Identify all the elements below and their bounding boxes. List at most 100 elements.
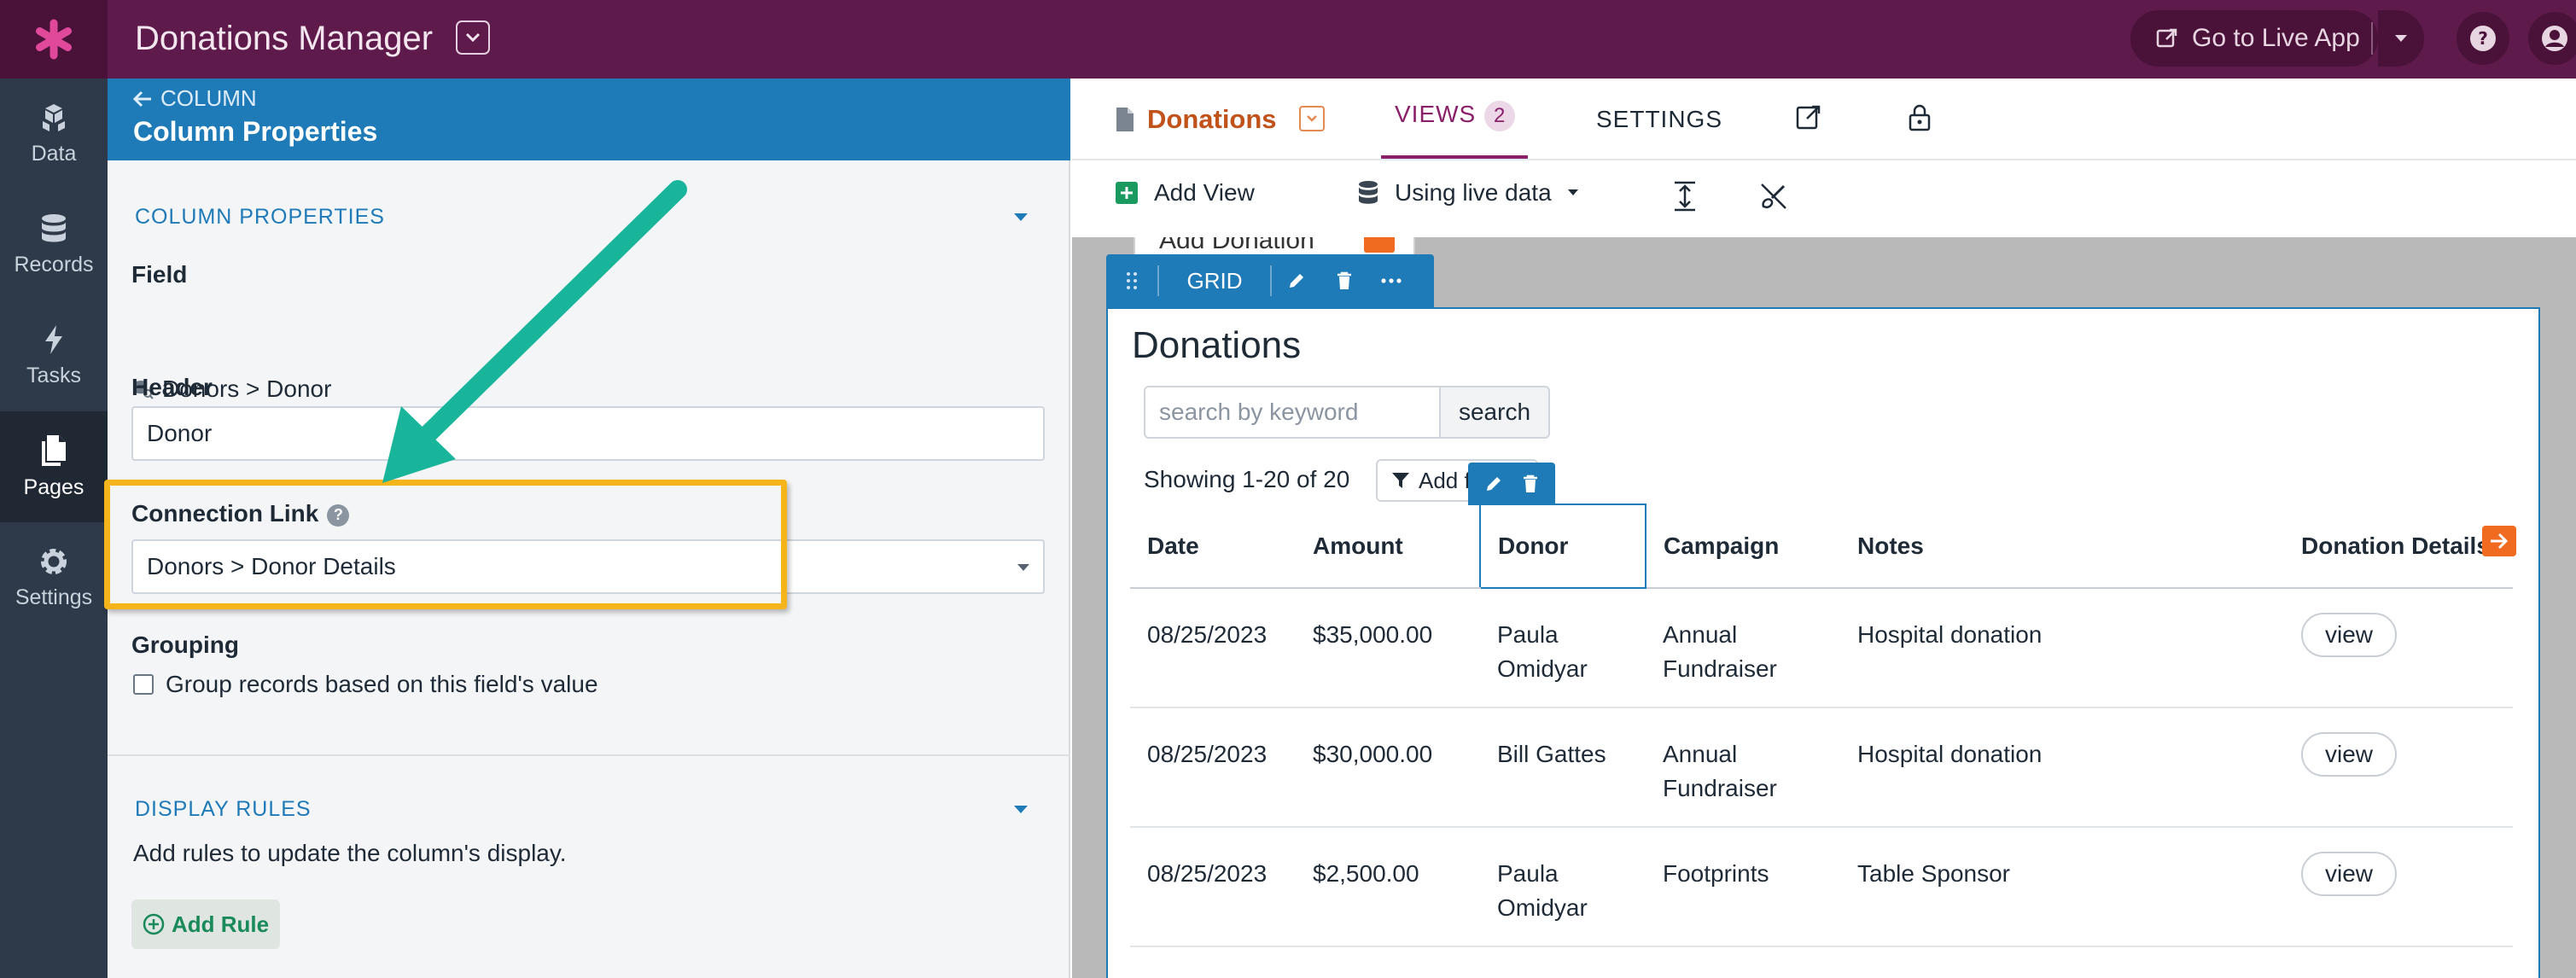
nav-item-settings[interactable]: Settings: [0, 522, 108, 633]
collapse-display-rules-icon[interactable]: [1014, 806, 1028, 813]
view-details-button[interactable]: view: [2301, 852, 2397, 896]
column-panel-header: COLUMN Column Properties: [108, 79, 1070, 160]
view-details-button[interactable]: view: [2301, 732, 2397, 777]
external-link-icon: [1796, 105, 1821, 130]
record-count: Showing 1-20 of 20: [1144, 466, 1350, 492]
nav-item-tasks[interactable]: Tasks: [0, 300, 108, 411]
cell-date: 08/25/2023: [1130, 588, 1296, 708]
tab-views[interactable]: VIEWS 2: [1395, 101, 1516, 131]
section-title-display-rules[interactable]: DISPLAY RULES: [135, 797, 312, 821]
add-view-button[interactable]: Add View: [1115, 179, 1255, 207]
column-header-date[interactable]: Date: [1130, 504, 1296, 589]
nav-label-data: Data: [31, 141, 77, 166]
spacing-button[interactable]: [1673, 181, 1697, 212]
cell-date: 08/25/2023: [1130, 827, 1296, 947]
table-row: 08/25/2023 $2,500.00 Paula Omidyar Footp…: [1130, 827, 2513, 947]
donations-grid-view: Donations search Showing 1-20 of 20 Add …: [1106, 307, 2540, 978]
nav-label-records: Records: [14, 252, 94, 277]
add-rule-button[interactable]: Add Rule: [131, 899, 280, 949]
page-access-button[interactable]: [1909, 104, 1931, 137]
live-data-toggle[interactable]: Using live data: [1357, 179, 1579, 207]
header-label: Header: [131, 374, 213, 400]
hide-design-button[interactable]: [1758, 181, 1789, 212]
cell-campaign: Annual Fundraiser: [1646, 707, 1840, 828]
column-header-donation-details[interactable]: Donation Details: [2284, 504, 2513, 589]
edit-view-button[interactable]: [1272, 254, 1321, 307]
row-link-arrow-button[interactable]: [2482, 526, 2516, 556]
header-input[interactable]: [131, 406, 1045, 461]
nav-item-data[interactable]: Data: [0, 79, 108, 189]
add-rule-label: Add Rule: [171, 911, 270, 937]
page-icon: [1116, 108, 1134, 131]
keyword-search-input[interactable]: [1144, 386, 1441, 439]
grouping-checkbox-label: Group records based on this field's valu…: [166, 671, 598, 697]
trash-icon[interactable]: [1522, 474, 1539, 493]
view-details-button[interactable]: view: [2301, 613, 2397, 657]
connection-link-label: Connection Link?: [131, 500, 350, 527]
cell-notes: Table Sponsor: [1840, 827, 2284, 947]
user-menu-button[interactable]: [2528, 12, 2576, 65]
column-header-campaign[interactable]: Campaign: [1646, 504, 1840, 589]
app-logo[interactable]: [0, 0, 108, 79]
help-icon: ?: [2470, 26, 2496, 51]
cell-campaign: Annual Fundraiser: [1646, 588, 1840, 708]
page-editor-header: Donations VIEWS 2 SETTINGS Add View Using…: [1072, 79, 2576, 237]
tasks-icon: [45, 324, 62, 354]
connection-link-select[interactable]: Donors > Donor Details: [131, 539, 1045, 594]
open-page-button[interactable]: [1796, 104, 1821, 136]
grouping-label: Grouping: [131, 632, 239, 658]
cell-amount: $35,000.00: [1296, 588, 1480, 708]
cell-date: 08/25/2023: [1130, 707, 1296, 828]
arrow-right-icon: [2491, 533, 2509, 550]
connection-link-highlight-box: [104, 480, 787, 609]
section-title-column-properties[interactable]: COLUMN PROPERTIES: [135, 205, 385, 229]
field-label: Field: [131, 261, 188, 288]
drag-handle[interactable]: [1106, 254, 1157, 307]
app-dropdown-button[interactable]: [456, 20, 490, 55]
grouping-checkbox[interactable]: [133, 674, 154, 695]
nav-label-settings: Settings: [15, 585, 93, 609]
table-row: 08/25/2023 $35,000.00 Paula Omidyar Annu…: [1130, 588, 2513, 708]
tab-settings[interactable]: SETTINGS: [1596, 106, 1723, 132]
cell-donor: Paula Omidyar: [1480, 827, 1646, 947]
back-to-column-link[interactable]: COLUMN: [133, 85, 257, 112]
more-options-button[interactable]: [1367, 254, 1415, 307]
page-dropdown-button[interactable]: [1299, 106, 1325, 131]
page-name[interactable]: Donations: [1115, 104, 1277, 135]
connection-link-help-icon[interactable]: ?: [327, 504, 350, 527]
toolbar-separator: [1157, 265, 1159, 296]
pencil-icon[interactable]: [1484, 474, 1503, 493]
grid-view-toolbar: GRID: [1106, 254, 1434, 307]
nav-item-records[interactable]: Records: [0, 189, 108, 300]
page-canvas: Add Donation GRID Donations search Showi…: [1072, 237, 2576, 978]
filter-icon: [1392, 473, 1409, 488]
column-header-amount[interactable]: Amount: [1296, 504, 1480, 589]
pencil-icon: [1290, 274, 1303, 288]
search-button[interactable]: search: [1439, 386, 1550, 439]
toolbar-separator: [1270, 265, 1272, 296]
live-app-menu-button[interactable]: [2378, 10, 2424, 67]
cell-notes: Hospital donation: [1840, 707, 2284, 828]
collapse-column-properties-icon[interactable]: [1014, 213, 1028, 221]
help-button[interactable]: ?: [2457, 12, 2509, 65]
column-header-notes[interactable]: Notes: [1840, 504, 2284, 589]
page-toolbar: Add View Using live data: [1072, 162, 2576, 237]
nav-label-tasks: Tasks: [26, 363, 81, 387]
go-to-live-app-button[interactable]: Go to Live App: [2130, 10, 2378, 67]
left-navigation: Data Records Tasks Pages Settings: [0, 79, 108, 978]
drag-handle-icon: [1127, 272, 1137, 289]
section-divider: [108, 754, 1070, 756]
cell-details: view: [2284, 827, 2513, 947]
vertical-spacing-icon: [1675, 181, 1695, 212]
settings-icon: [41, 548, 67, 574]
delete-view-button[interactable]: [1321, 254, 1367, 307]
select-caret-icon: [1017, 564, 1029, 571]
column-header-donor[interactable]: Donor: [1479, 504, 1646, 589]
nav-item-pages[interactable]: Pages: [0, 411, 108, 522]
add-filter-label: Add fi: [1419, 467, 1476, 493]
asterisk-logo-icon: [36, 19, 72, 60]
grouping-checkbox-row[interactable]: Group records based on this field's valu…: [133, 671, 598, 698]
plus-square-icon: [1116, 182, 1138, 204]
column-panel-title: Column Properties: [133, 116, 378, 147]
active-tab-indicator: [1381, 155, 1528, 159]
